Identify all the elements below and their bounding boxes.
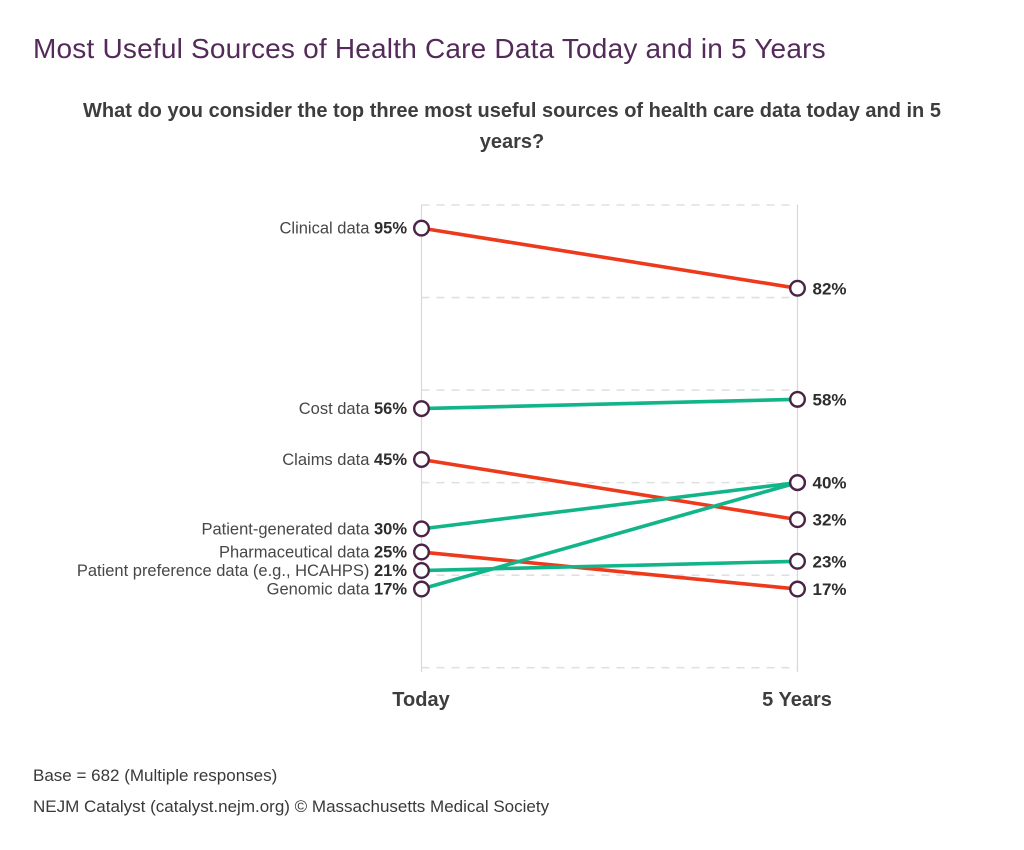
figure-title: Most Useful Sources of Health Care Data … [33, 33, 826, 64]
slope-line [419, 480, 800, 591]
data-point-marker [789, 390, 807, 408]
data-point-marker [789, 279, 807, 297]
data-point-marker [413, 562, 431, 580]
value-label: 23% [813, 552, 847, 571]
survey-question: What do you consider the top three most … [83, 100, 941, 153]
data-point-marker [413, 400, 431, 418]
value-label: 82% [813, 279, 847, 298]
axis-label-today: Today [392, 689, 450, 711]
marker-layer [413, 219, 807, 598]
series-label: Clinical data 95% [280, 220, 408, 238]
slope-line [419, 397, 800, 411]
data-point-marker [413, 580, 431, 598]
series-label: Genomic data 17% [267, 581, 408, 599]
value-label: 32% [813, 511, 847, 530]
data-point-marker [789, 580, 807, 598]
base-note: Base = 682 (Multiple responses) [33, 766, 278, 785]
slope-line [419, 559, 800, 573]
label-layer: Clinical data 95% Cost data 56% Claims dat… [77, 220, 847, 599]
slope-line [419, 226, 800, 291]
series-label: Pharmaceutical data 25% [219, 544, 407, 562]
series-label: Patient preference data (e.g., HCAHPS) 2… [77, 562, 408, 580]
data-point-marker [789, 552, 807, 570]
slope-line [419, 457, 800, 522]
series-label: Claims data 45% [282, 451, 407, 469]
data-point-marker [789, 474, 807, 492]
series-label: Patient-generated data 30% [202, 520, 408, 538]
data-point-marker [789, 511, 807, 529]
line-layer [419, 226, 800, 591]
slope-line [419, 480, 800, 531]
value-label: 40% [813, 474, 847, 493]
series-label: Cost data 56% [299, 400, 408, 418]
grid-layer [420, 204, 799, 672]
value-label: 17% [813, 580, 847, 599]
slope-line [419, 550, 800, 591]
axis-label-5-years: 5 Years [762, 689, 832, 711]
data-point-marker [413, 450, 431, 468]
data-point-marker [413, 219, 431, 237]
value-label: 58% [813, 390, 847, 409]
attribution: NEJM Catalyst (catalyst.nejm.org) © Mass… [33, 797, 550, 816]
data-point-marker [413, 543, 431, 561]
data-point-marker [413, 520, 431, 538]
